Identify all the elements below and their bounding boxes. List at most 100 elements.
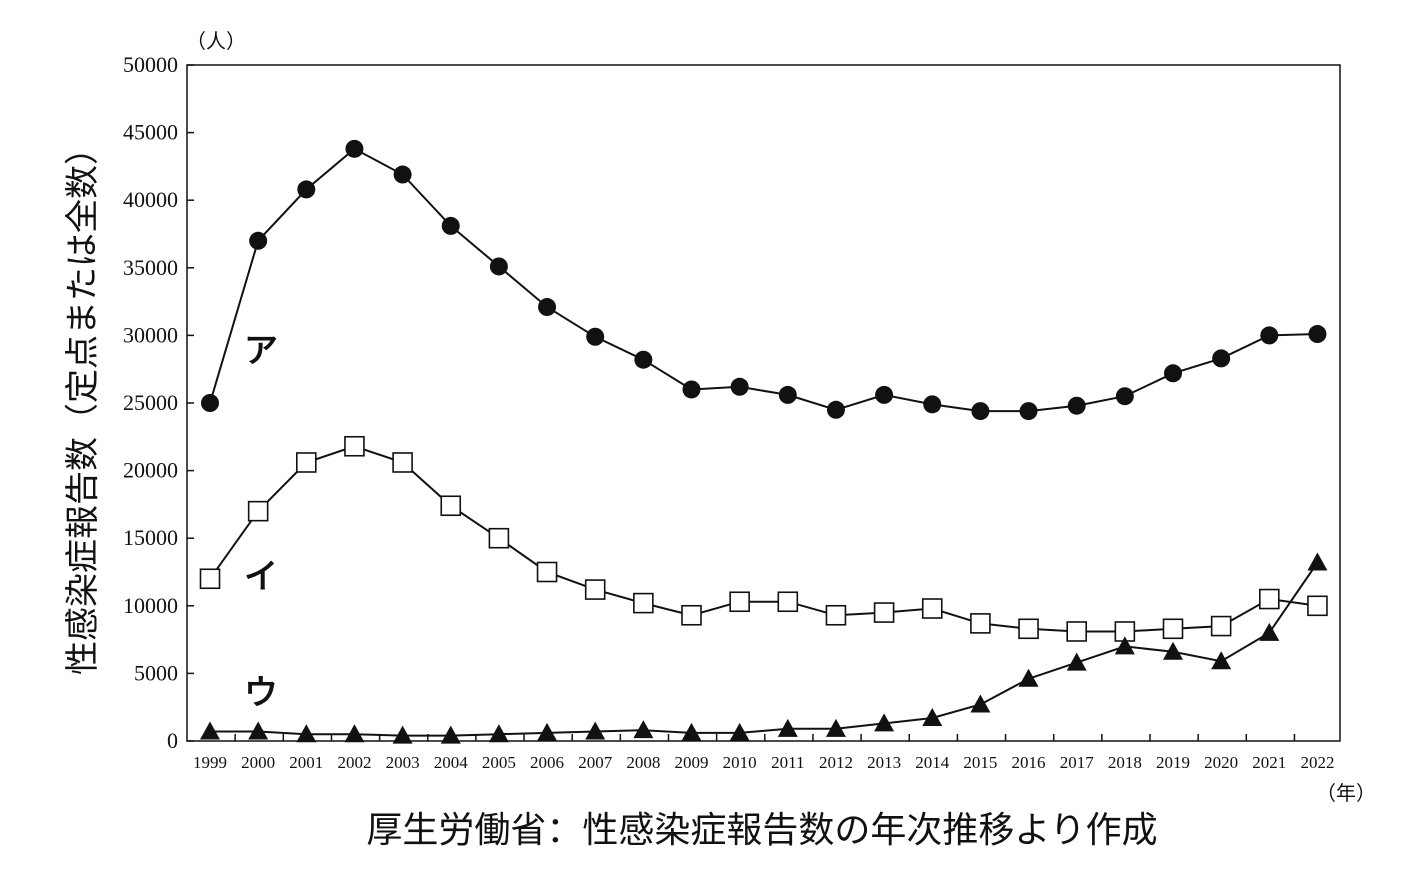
x-tick-label: 2002 [337,753,371,772]
x-tick-label: 2022 [1300,753,1334,772]
data-point-triangle [874,713,895,732]
data-point-triangle [1163,641,1183,660]
y-tick-label: 50000 [123,52,178,77]
data-point-square [247,500,269,522]
data-point-triangle [296,724,317,743]
data-point-triangle [1018,668,1039,687]
series-line [209,445,1318,633]
data-point-circle [1164,364,1182,383]
y-tick-label: 0 [167,728,178,753]
data-point-triangle [825,718,846,737]
data-point-triangle [729,722,750,741]
data-point-circle [634,350,653,369]
y-tick-label: 20000 [123,458,178,483]
data-point-circle [923,395,942,414]
data-point-square [584,579,606,600]
data-point-square [1259,588,1280,610]
data-point-square [199,568,221,590]
data-point-circle [682,380,701,399]
data-point-triangle [200,721,220,740]
x-tick-label: 2009 [675,753,709,772]
y-axis: 0 5000 10000 15000 20000 25000 30000 35000 40000… [123,52,194,753]
data-point-circle [730,377,749,396]
series-line [209,147,1318,413]
data-point-square [1307,595,1328,617]
data-point-circle [1115,387,1134,406]
data-point-circle [971,402,990,421]
series-3 [200,552,1328,744]
data-point-square [1162,618,1184,640]
y-tick-label: 10000 [123,593,178,618]
x-tick-label: 2000 [241,753,275,772]
series-label-u: ウ [244,673,278,713]
x-tick-label: 2003 [386,753,420,772]
x-tick-label: 2005 [482,753,516,772]
y-tick-label: 5000 [134,660,178,685]
x-tick-label: 2013 [867,753,901,772]
data-point-triangle [248,721,269,740]
data-point-square [825,604,847,626]
data-point-circle [297,180,316,199]
data-point-square [777,591,799,613]
data-point-square [729,591,750,613]
y-tick-label: 25000 [123,390,178,415]
series-label-a: ア [244,331,278,371]
x-tick-label: 2015 [963,753,997,772]
data-point-circle [1067,396,1086,415]
x-tick-label: 2014 [915,753,950,772]
x-tick-label: 2004 [434,753,469,772]
x-tick-label: 2016 [1012,753,1046,772]
data-point-circle [249,231,268,250]
data-point-triangle [1211,651,1232,670]
x-tick-label: 2018 [1108,753,1142,772]
x-tick-label: 2019 [1156,753,1190,772]
data-point-square [488,527,510,549]
data-point-triangle [633,720,654,739]
data-point-circle [393,165,412,184]
data-point-triangle [970,694,991,713]
x-tick-label: 2021 [1252,753,1286,772]
data-point-circle [538,298,557,317]
y-axis-title: 性感染症報告数（定点または全数） [63,131,103,675]
data-point-circle [441,216,460,235]
data-point-square [392,452,413,473]
series-layer [199,139,1328,744]
data-point-circle [1260,326,1279,345]
x-tick-label: 2008 [626,753,660,772]
data-point-square [681,604,702,626]
x-tick-label: 2001 [289,753,323,772]
data-point-square [633,592,654,614]
series-2 [199,435,1328,642]
x-tick-label: 2012 [819,753,853,772]
data-point-circle [1212,349,1231,368]
data-point-circle [778,385,797,404]
y-tick-label: 40000 [123,187,178,212]
data-point-triangle [1259,622,1280,641]
data-point-square [921,598,943,619]
x-tick-label: 1999 [193,753,227,772]
data-point-circle [345,139,364,158]
x-tick-label: 2017 [1060,753,1095,772]
data-point-triangle [922,708,943,727]
x-unit-label: （年） [1316,781,1376,805]
data-point-circle [875,385,894,404]
y-tick-label: 15000 [123,525,178,550]
data-point-triangle [537,722,558,741]
data-point-triangle [440,725,461,744]
data-point-triangle [777,718,798,737]
data-point-triangle [681,722,702,741]
data-point-square [344,435,365,457]
y-unit-label: （人） [186,29,246,53]
source-caption: 厚生労働省：性感染症報告数の年次推移より作成 [366,810,1157,851]
data-point-triangle [1307,552,1328,571]
data-point-square [1066,621,1087,642]
series-1 [201,139,1327,421]
data-point-triangle [585,721,606,740]
data-point-triangle [488,724,509,743]
data-point-square [873,602,895,623]
y-tick-label: 45000 [123,120,178,145]
data-point-square [970,613,991,634]
data-point-square [1210,615,1232,637]
data-point-triangle [1066,652,1087,671]
